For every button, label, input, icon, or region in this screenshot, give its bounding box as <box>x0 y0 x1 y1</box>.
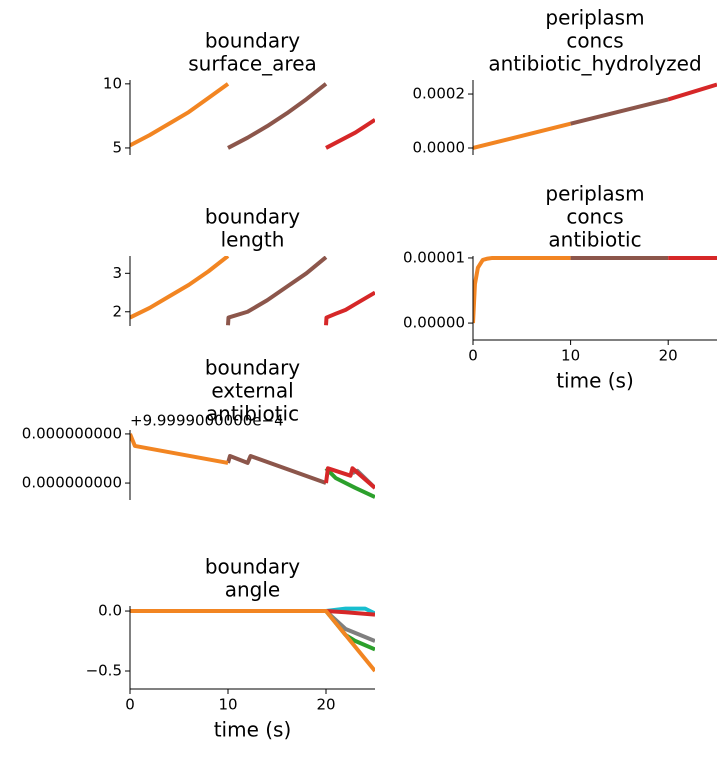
subplot-title: antibiotic <box>206 402 299 426</box>
subplot-title: concs <box>566 29 623 53</box>
y-tick-label: 2 <box>112 302 122 320</box>
y-tick-label: 0.00000 <box>403 314 465 332</box>
subplot: 0.0002 0.0000 periplasmconcsantibiotic_hyd… <box>413 6 717 156</box>
y-tick-label: 0.0000 <box>413 138 466 156</box>
series-line <box>130 82 230 148</box>
offset-text: +9.9999000000e−4 <box>130 412 284 430</box>
subplot-title: boundary <box>205 29 300 53</box>
series-line <box>130 256 230 320</box>
subplot: 0.000000000 0.000000000 boundaryexternalan… <box>22 356 375 500</box>
x-axis-label: time (s) <box>556 369 634 393</box>
plot-area <box>473 256 717 324</box>
x-tick-label: 0 <box>125 696 135 714</box>
series-line <box>130 609 375 673</box>
series-line <box>227 82 328 150</box>
subplot-title: concs <box>566 205 623 229</box>
series-line <box>570 97 669 126</box>
y-tick-label: 0.000000000 <box>22 474 122 492</box>
subplot: 0.00001 0.000000 10 20 time (s) periplasmconc… <box>403 182 717 393</box>
x-tick-label: 0 <box>468 347 478 365</box>
y-tick-label: −0.5 <box>86 662 122 680</box>
series-line <box>473 121 572 150</box>
subplot-title: length <box>221 228 285 252</box>
y-tick-label: 5 <box>112 138 122 156</box>
plot-area <box>130 82 375 150</box>
subplot-title: external <box>211 379 293 403</box>
y-tick-label: 0.000000000 <box>22 424 122 442</box>
x-tick-label: 20 <box>316 696 335 714</box>
x-tick-label: 20 <box>659 347 678 365</box>
series-line <box>667 82 717 102</box>
subplot-title: antibiotic_hydrolyzed <box>488 52 701 76</box>
series-line <box>130 433 229 465</box>
subplot-title: periplasm <box>545 6 644 30</box>
x-tick-label: 10 <box>218 696 237 714</box>
series-line <box>324 290 375 326</box>
subplot-title: angle <box>225 578 281 602</box>
x-tick-label: 10 <box>561 347 580 365</box>
y-tick-label: 10 <box>103 74 122 92</box>
y-tick-label: 0.0002 <box>413 85 466 103</box>
plot-area <box>130 256 375 326</box>
subplot-title: surface_area <box>188 52 317 76</box>
y-tick-label: 0.00001 <box>403 248 465 266</box>
series-line <box>325 609 375 617</box>
y-tick-label: 0.0 <box>98 602 122 620</box>
series-line <box>226 454 327 485</box>
series-line <box>325 118 375 150</box>
subplot-title: boundary <box>205 555 300 579</box>
plot-area <box>473 82 717 150</box>
series-line <box>324 466 375 490</box>
series-line <box>324 466 375 499</box>
subplot-title: antibiotic <box>548 228 641 252</box>
series-line <box>473 256 571 324</box>
plot-area <box>130 433 375 499</box>
subplot-title: boundary <box>205 205 300 229</box>
subplot-title: boundary <box>205 356 300 380</box>
y-tick-label: 3 <box>112 264 122 282</box>
plot-area <box>130 606 375 673</box>
subplot-title: periplasm <box>545 182 644 206</box>
series-line <box>226 256 328 326</box>
x-axis-label: time (s) <box>214 718 292 742</box>
